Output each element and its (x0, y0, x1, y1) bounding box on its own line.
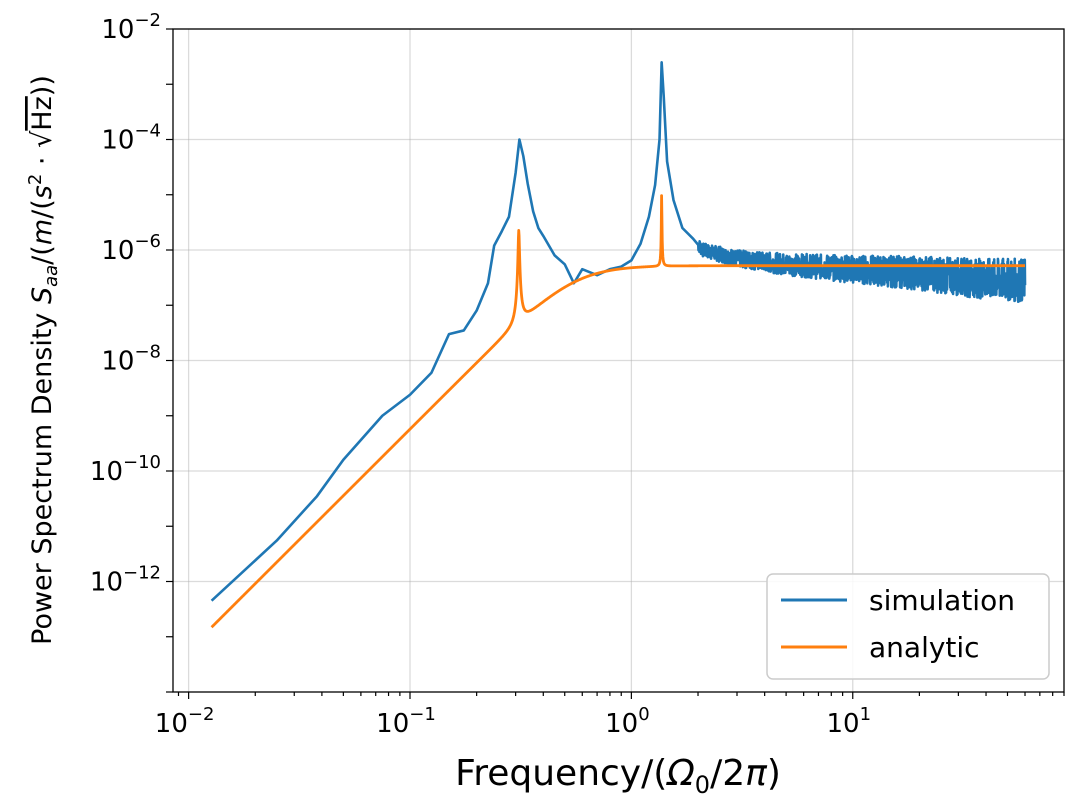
legend: simulation analytic (766, 573, 1050, 680)
x-tick-label: 100 (605, 704, 650, 739)
x-tick-label: 10−2 (155, 704, 215, 739)
y-tick-label: 10−12 (90, 563, 161, 598)
y-tick-label: 10−4 (101, 121, 161, 156)
x-axis-label: Frequency/(Ω0/2π) (455, 753, 781, 799)
series-analytic (210, 194, 1027, 629)
x-tick-label: 10−1 (376, 704, 436, 739)
legend-label-analytic: analytic (869, 631, 980, 664)
ticks (166, 28, 1065, 699)
tick-labels: 10−2 10−1 100 101 10−2 10−4 10−6 10−8 10−10 10−12 (90, 10, 871, 739)
series-layer (210, 60, 1027, 629)
y-tick-label: 10−2 (101, 10, 161, 45)
y-tick-label: 10−6 (101, 231, 161, 266)
y-tick-label: 10−8 (101, 342, 161, 377)
legend-label-simulation: simulation (869, 584, 1015, 617)
y-tick-label: 10−10 (90, 452, 161, 487)
y-axis-label: Power Spectrum Density Saa/(m/(s2 · √Hz)… (25, 75, 62, 645)
x-tick-label: 101 (826, 704, 871, 739)
